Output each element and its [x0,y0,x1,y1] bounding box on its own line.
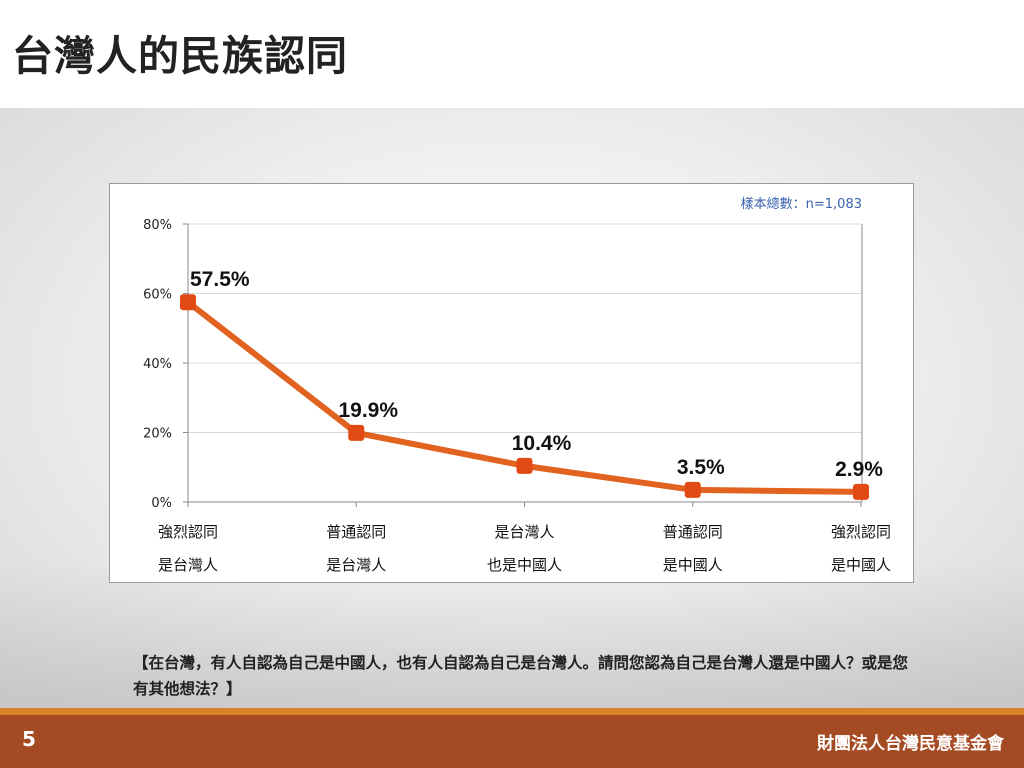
survey-question: 【在台灣，有人自認為自己是中國人，也有人自認為自己是台灣人。請問您認為自己是台灣… [133,654,909,698]
category-label: 強烈認同 [831,523,891,541]
x-tick-marks [187,502,862,507]
footer-bar: 5 財團法人台灣民意基金會 [0,715,1024,768]
category-label: 是台灣人 [158,556,218,574]
y-tick-label: 40% [143,357,172,372]
data-label: 57.5% [190,268,250,291]
category-label: 是中國人 [663,556,723,574]
category-label: 也是中國人 [487,556,562,574]
line-chart: 0% 20% 40% 60% 80% 57.5% 19.9% 10.4% 3.5% 2.9% 強… [143,196,891,574]
data-labels: 57.5% 19.9% 10.4% 3.5% 2.9% [190,268,883,481]
data-label: 10.4% [512,432,572,455]
y-tick-label: 60% [143,288,172,303]
data-marker [516,457,533,474]
y-tick-label: 20% [143,427,172,442]
category-label: 強烈認同 [158,523,218,541]
category-label: 是台灣人 [494,523,554,541]
data-marker [348,424,365,441]
chart-container: 0% 20% 40% 60% 80% 57.5% 19.9% 10.4% 3.5% 2.9% 強… [109,183,914,583]
data-markers [180,294,869,500]
page-number: 5 [22,727,36,751]
y-tick-label: 80% [143,218,172,233]
sample-size-note: 樣本總數：n=1,083 [741,196,862,212]
category-label: 普通認同 [663,523,723,541]
data-marker [684,481,701,498]
organization-name: 財團法人台灣民意基金會 [817,734,1004,754]
data-label: 19.9% [338,399,398,422]
y-tick-labels: 0% 20% 40% 60% 80% [143,218,172,511]
data-label: 3.5% [677,456,725,479]
category-label: 普通認同 [326,523,386,541]
crowd-silhouette-background [0,560,1024,708]
data-marker [180,294,196,311]
data-label: 2.9% [835,458,883,481]
category-label: 是台灣人 [326,556,386,574]
y-tick-label: 0% [151,496,172,511]
data-marker [853,483,869,500]
footer-accent-line [0,708,1024,715]
gridlines [183,223,862,503]
slide-title: 台灣人的民族認同 [12,32,348,80]
category-labels: 強烈認同是台灣人普通認同是台灣人是台灣人也是中國人普通認同是中國人強烈認同是中國… [158,523,891,574]
category-label: 是中國人 [831,556,891,574]
